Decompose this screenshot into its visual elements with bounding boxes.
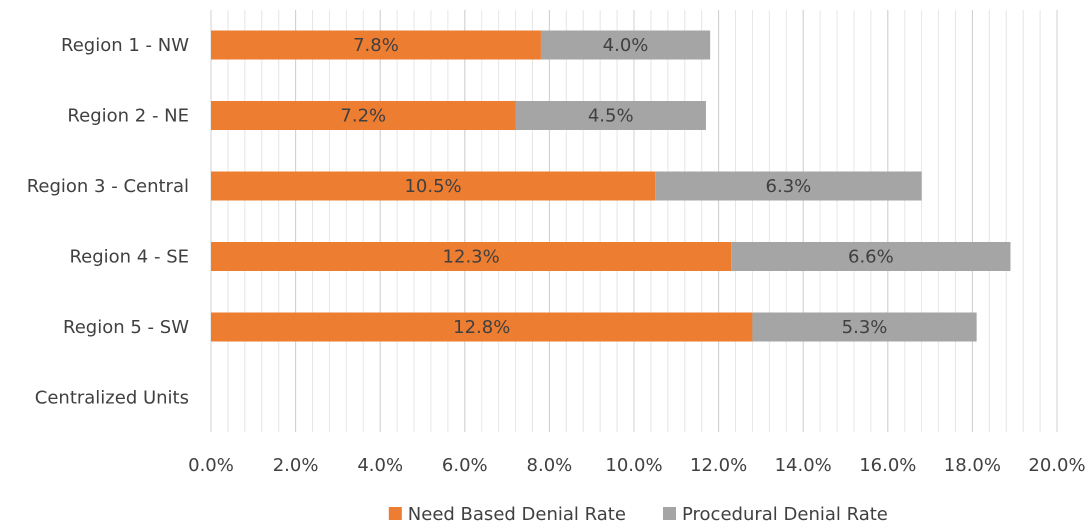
- x-tick-label: 0.0%: [188, 455, 234, 476]
- data-label: 12.3%: [443, 247, 500, 268]
- x-tick-label: 14.0%: [775, 455, 832, 476]
- bar-segment: [731, 242, 1011, 271]
- bar-segment: [655, 171, 922, 201]
- legend: Need Based Denial Rate Procedural Denial …: [388, 504, 888, 525]
- bar-segment: [211, 101, 516, 130]
- bar-segment: [540, 30, 711, 60]
- x-tick-label: 6.0%: [442, 455, 488, 476]
- gridlines: [210, 10, 1058, 432]
- bar-segment: [211, 312, 753, 342]
- category-label: Region 5 - SW: [63, 317, 189, 338]
- legend-label: Procedural Denial Rate: [682, 504, 888, 525]
- data-label: 5.3%: [842, 317, 888, 338]
- bar-segment: [211, 171, 656, 201]
- data-label: 7.2%: [340, 106, 386, 127]
- x-tick-label: 2.0%: [273, 455, 319, 476]
- x-tick-label: 18.0%: [944, 455, 1001, 476]
- category-label: Region 3 - Central: [27, 176, 189, 197]
- bars: [211, 30, 1011, 342]
- data-label: 6.3%: [766, 176, 812, 197]
- legend-swatch: [663, 507, 676, 520]
- category-label: Region 4 - SE: [69, 247, 189, 268]
- bar-segment: [211, 30, 541, 60]
- data-label: 7.8%: [353, 35, 399, 56]
- bar-segment: [752, 312, 977, 342]
- data-label: 6.6%: [848, 247, 894, 268]
- x-tick-label: 16.0%: [859, 455, 916, 476]
- x-tick-label: 20.0%: [1028, 455, 1085, 476]
- x-tick-label: 4.0%: [357, 455, 403, 476]
- labels: 0.0% 2.0% 4.0% 6.0% 8.0% 10.0% 12.0% 14.0% 16.0%…: [27, 35, 1086, 476]
- category-label: Region 2 - NE: [67, 106, 189, 127]
- data-label: 4.5%: [588, 106, 634, 127]
- bar-segment: [211, 242, 732, 271]
- data-label: 4.0%: [603, 35, 649, 56]
- category-label: Centralized Units: [35, 388, 189, 409]
- category-label: Region 1 - NW: [61, 35, 189, 56]
- data-label: 10.5%: [404, 176, 461, 197]
- legend-swatch: [388, 507, 402, 520]
- data-label: 12.8%: [453, 317, 510, 338]
- legend-label: Need Based Denial Rate: [408, 504, 626, 525]
- bar-segment: [515, 101, 706, 130]
- x-tick-label: 10.0%: [605, 455, 662, 476]
- x-tick-label: 8.0%: [527, 455, 573, 476]
- x-tick-label: 12.0%: [690, 455, 747, 476]
